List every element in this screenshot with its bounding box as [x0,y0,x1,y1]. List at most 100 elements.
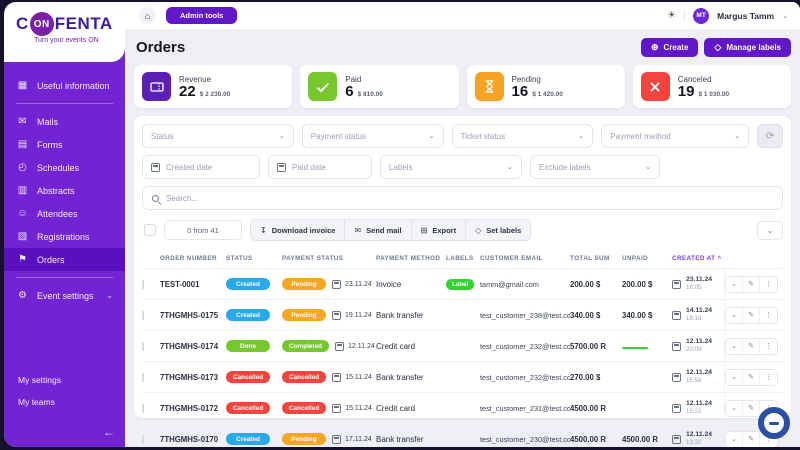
row-checkbox[interactable] [142,311,144,320]
row-checkbox[interactable] [142,280,144,289]
create-button[interactable]: ⊕ Create [641,38,698,57]
set-labels-button[interactable]: ◇Set labels [466,220,530,240]
ticket-status-filter-select[interactable]: Ticket status⌄ [452,124,594,148]
col-labels[interactable]: LABELS [446,255,480,262]
labels-filter-select[interactable]: Labels⌄ [380,155,522,179]
row-checkbox[interactable] [142,435,144,444]
col-total-sum[interactable]: TOTAL SUM [570,255,622,262]
col-payment-status[interactable]: PAYMENT STATUS [282,255,376,262]
sidebar-item-event-settings[interactable]: Event settings ⌄ [4,284,125,307]
home-icon[interactable]: ⌂ [139,7,156,24]
edit-icon[interactable]: ✎ [743,432,760,447]
page-header: Orders ⊕ Create ◇ Manage labels [136,38,791,57]
col-order-number[interactable]: ORDER NUMBER [160,255,226,262]
orders-panel: Status⌄ Payment status⌄ Ticket status⌄ P… [134,116,791,418]
sidebar-item-schedules[interactable]: Schedules [4,156,125,179]
edit-icon[interactable]: ✎ [743,277,760,292]
payment-status-badge: Cancelled [282,402,326,414]
paid-date-filter[interactable]: Paid date [268,155,372,179]
export-icon: ⊞ [421,226,428,235]
sidebar-item-my-teams[interactable]: My teams [4,391,125,413]
stat-count: 19 [678,84,695,99]
sidebar-collapse-icon[interactable]: ← [103,425,115,439]
customer-email: test_customer_232@test.com [480,342,570,351]
expand-row-icon[interactable]: ⌄ [726,277,743,292]
expand-row-icon[interactable]: ⌄ [726,432,743,447]
payment-method-filter-select[interactable]: Payment method⌄ [601,124,749,148]
unpaid-amount: 200.00 $ [622,280,672,289]
kebab-menu-icon[interactable]: ⋮ [760,339,777,354]
payment-status-badge: Cancelled [282,371,326,383]
col-unpaid[interactable]: UNPAID [622,255,672,262]
exclude-labels-filter-select[interactable]: Exclude labels⌄ [530,155,660,179]
kebab-menu-icon[interactable]: ⋮ [760,308,777,323]
sidebar-item-registrations[interactable]: Registrations [4,225,125,248]
col-customer-email[interactable]: CUSTOMER EMAIL [480,255,570,262]
kebab-menu-icon[interactable]: ⋮ [760,277,777,292]
expand-row-icon[interactable]: ⌄ [726,339,743,354]
expand-row-icon[interactable]: ⌄ [726,370,743,385]
payment-date: 23.11.24 [332,280,372,289]
forms-icon [16,139,29,150]
bulk-actions: ↧Download invoice ✉Send mail ⊞Export ◇Se… [250,219,531,241]
sidebar-item-abstracts[interactable]: Abstracts [4,179,125,202]
filter-row-1: Status⌄ Payment status⌄ Ticket status⌄ P… [142,124,783,148]
row-checkbox[interactable] [142,404,144,413]
select-all-checkbox[interactable] [144,224,156,236]
refresh-icon[interactable]: ⟳ [757,124,783,148]
row-checkbox[interactable] [142,342,144,351]
export-button[interactable]: ⊞Export [412,220,466,240]
status-badge: Created [226,278,270,290]
logo[interactable]: CONFENTA Turn your events ON [4,2,125,62]
search-input[interactable] [166,194,773,203]
download-invoice-button[interactable]: ↧Download invoice [251,220,345,240]
edit-icon[interactable]: ✎ [743,401,760,416]
kebab-menu-icon[interactable]: ⋮ [760,370,777,385]
sidebar-item-attendees[interactable]: Attendees [4,202,125,225]
calendar-icon [672,311,681,320]
row-actions: ⌄ ✎ ⋮ [724,331,780,361]
edit-icon[interactable]: ✎ [743,339,760,354]
user-menu[interactable]: Margus Tamm [717,11,774,21]
send-mail-button[interactable]: ✉Send mail [345,220,411,240]
plus-circle-icon: ⊕ [651,42,659,53]
chat-widget[interactable] [758,407,790,439]
edit-icon[interactable]: ✎ [743,370,760,385]
gear-icon [16,290,29,301]
stat-card-canceled: Canceled 19$ 1 030.00 [633,65,791,108]
table-header-row: ORDER NUMBER STATUS PAYMENT STATUS PAYME… [142,250,783,268]
avatar[interactable]: MT [693,8,709,24]
calendar-icon [151,163,160,172]
manage-labels-button[interactable]: ◇ Manage labels [704,38,791,57]
created-date-filter[interactable]: Created date [142,155,260,179]
total-sum: 4500.00 R [570,404,622,413]
calendar-icon [332,373,341,382]
theme-toggle-icon[interactable]: ☀ [667,10,676,21]
selection-count: 0 from 41 [164,220,242,240]
sidebar-item-forms[interactable]: Forms [4,133,125,156]
sidebar-item-label: Event settings [37,291,94,301]
sidebar-item-orders[interactable]: Orders [4,248,125,271]
sidebar-item-useful-information[interactable]: Useful information [4,74,125,97]
sidebar-item-label: Registrations [37,232,90,242]
col-created-at[interactable]: CREATED AT ^ [672,255,724,262]
total-sum: 200.00 $ [570,280,622,289]
expand-row-icon[interactable]: ⌄ [726,401,743,416]
paid-dash-icon [622,347,648,349]
col-payment-method[interactable]: PAYMENT METHOD [376,255,446,262]
expand-row-icon[interactable]: ⌄ [726,308,743,323]
admin-tools-button[interactable]: Admin tools [166,7,237,24]
sidebar-item-my-settings[interactable]: My settings [4,369,125,391]
payment-method: Bank transfer [376,373,446,382]
sort-asc-icon: ^ [718,256,722,262]
status-filter-select[interactable]: Status⌄ [142,124,294,148]
logo-text-rest: FENTA [55,14,113,34]
edit-icon[interactable]: ✎ [743,308,760,323]
table-options-button[interactable]: ⌄ [757,221,783,240]
row-checkbox[interactable] [142,373,144,382]
attendees-icon [16,208,29,219]
sidebar-item-mails[interactable]: Mails [4,110,125,133]
col-status[interactable]: STATUS [226,255,282,262]
payment-status-filter-select[interactable]: Payment status⌄ [302,124,444,148]
sidebar-item-label: Mails [37,117,58,127]
